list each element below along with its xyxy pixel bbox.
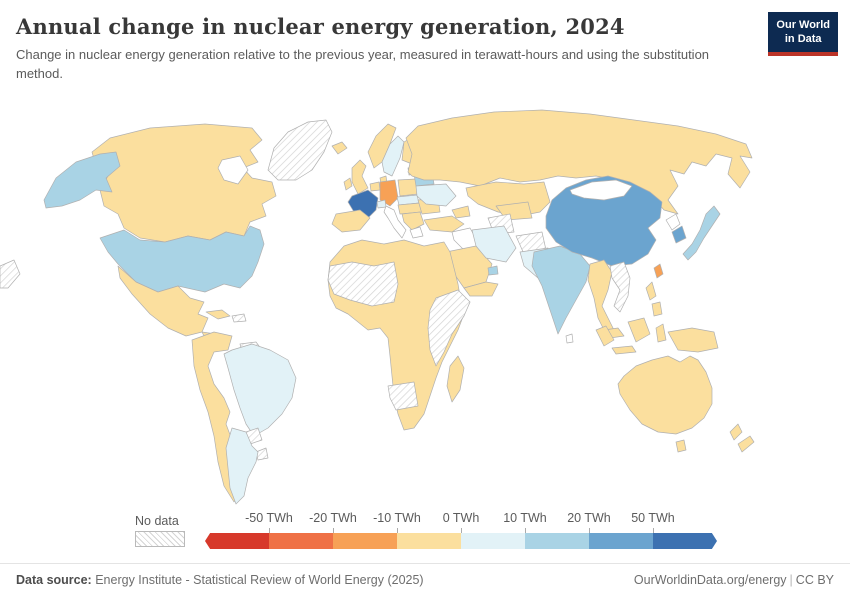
region-vietnam-laos[interactable] [609, 261, 631, 313]
region-myanmar-thailand[interactable] [587, 259, 615, 335]
legend-tick-label: -20 TWh [309, 511, 357, 525]
data-source-label: Data source: [16, 573, 92, 587]
legend-bin-2[interactable] [333, 533, 397, 549]
country-sri-lanka[interactable] [565, 333, 574, 344]
country-argentina[interactable] [225, 427, 259, 505]
legend-tick [525, 528, 526, 533]
license-link[interactable]: CC BY [795, 573, 834, 587]
country-north-korea[interactable] [665, 213, 681, 231]
country-germany[interactable] [379, 179, 399, 207]
legend-tick-label: -50 TWh [245, 511, 293, 525]
legend-bin-1[interactable] [269, 533, 333, 549]
country-ukraine[interactable] [415, 183, 457, 207]
legend-tick-label: 50 TWh [631, 511, 675, 525]
country-norway[interactable] [367, 123, 397, 169]
country-philippines[interactable] [645, 281, 657, 301]
legend-tick-label: 20 TWh [567, 511, 611, 525]
owid-logo-line2: in Data [784, 33, 822, 46]
owid-url-link[interactable]: OurWorldinData.org/energy [633, 573, 787, 587]
country-mongolia[interactable] [569, 179, 633, 201]
hudson-bay [217, 155, 249, 185]
legend-tick [333, 528, 334, 533]
country-turkey[interactable] [423, 215, 465, 233]
country-ireland[interactable] [343, 177, 353, 191]
country-cuba[interactable] [205, 309, 231, 320]
legend-bin-4[interactable] [461, 533, 525, 549]
legend-no-data: No data [135, 514, 185, 547]
country-australia[interactable] [617, 355, 713, 435]
legend-colorbar: -50 TWh -20 TWh -10 TWh 0 TWh 10 TWh 20 TWh 50… [205, 511, 717, 549]
country-united-kingdom[interactable] [351, 159, 369, 195]
country-indonesia-sulawesi[interactable] [655, 323, 667, 343]
data-source-text: Energy Institute - Statistical Review of… [91, 573, 424, 587]
region-benelux[interactable] [369, 181, 381, 192]
country-iran[interactable] [471, 225, 517, 263]
legend-bin-6[interactable] [589, 533, 653, 549]
legend-no-data-swatch[interactable] [135, 531, 185, 547]
country-italy[interactable] [383, 205, 407, 239]
owid-logo[interactable]: Our World in Data [768, 12, 838, 56]
region-yemen-oman[interactable] [463, 281, 499, 297]
country-mexico[interactable] [117, 265, 209, 337]
region-sahel-no-data[interactable] [327, 261, 399, 307]
country-greenland[interactable] [267, 119, 333, 181]
legend-tick-label: 10 TWh [503, 511, 547, 525]
legend-bin-3[interactable] [397, 533, 461, 549]
legend-tick-label: 0 TWh [442, 511, 480, 525]
country-philippines-south[interactable] [651, 301, 663, 317]
country-new-zealand-south[interactable] [737, 435, 755, 453]
country-switzerland[interactable] [376, 199, 387, 209]
country-indonesia-sumatra[interactable] [595, 325, 615, 347]
legend-tick-label: -10 TWh [373, 511, 421, 525]
legend-no-data-label: No data [135, 514, 179, 528]
region-east-africa-no-data[interactable] [427, 289, 471, 367]
country-uae[interactable] [487, 265, 499, 276]
country-china[interactable] [545, 175, 663, 267]
region-namibia-botswana-no-data[interactable] [387, 381, 419, 411]
region-caucasus[interactable] [451, 205, 471, 219]
country-indonesia-java[interactable] [611, 345, 637, 355]
owid-logo-line1: Our World [776, 19, 830, 31]
legend-tick [589, 528, 590, 533]
legend-bin-5[interactable] [525, 533, 589, 549]
region-new-guinea[interactable] [667, 327, 719, 353]
country-madagascar[interactable] [446, 355, 465, 403]
region-hispaniola[interactable] [231, 313, 247, 323]
legend-tick [269, 528, 270, 533]
legend-tick [397, 528, 398, 533]
region-iberia[interactable] [331, 209, 371, 233]
legend-bin-0[interactable] [205, 533, 269, 549]
country-brazil[interactable] [223, 343, 297, 437]
data-source: Data source: Energy Institute - Statisti… [16, 573, 424, 587]
chart-subtitle: Change in nuclear energy generation rela… [16, 47, 710, 81]
country-russia[interactable] [405, 109, 753, 215]
chart-header: Annual change in nuclear energy generati… [16, 14, 766, 84]
legend-tick [461, 528, 462, 533]
footer-links: OurWorldinData.org/energy | CC BY [634, 573, 834, 587]
region-balkans[interactable] [401, 211, 425, 231]
country-south-korea[interactable] [671, 225, 687, 244]
country-new-zealand-north[interactable] [729, 423, 743, 441]
country-indonesia-borneo[interactable] [627, 317, 651, 343]
country-india[interactable] [531, 245, 591, 335]
country-sweden[interactable] [381, 135, 405, 177]
legend-tick [653, 528, 654, 533]
country-taiwan[interactable] [653, 263, 664, 279]
country-tasmania[interactable] [675, 439, 687, 453]
page-title: Annual change in nuclear energy generati… [16, 14, 625, 39]
country-alaska[interactable] [43, 151, 121, 209]
legend-bin-7[interactable] [653, 533, 717, 549]
footer-separator: | [789, 573, 793, 587]
country-japan[interactable] [682, 205, 721, 261]
country-uruguay[interactable] [255, 447, 269, 461]
region-left-edge-no-data[interactable] [0, 259, 21, 289]
country-canada[interactable] [91, 123, 277, 243]
chart-footer: Data source: Energy Institute - Statisti… [0, 563, 850, 600]
country-iceland[interactable] [331, 141, 348, 155]
country-greece[interactable] [409, 226, 424, 239]
